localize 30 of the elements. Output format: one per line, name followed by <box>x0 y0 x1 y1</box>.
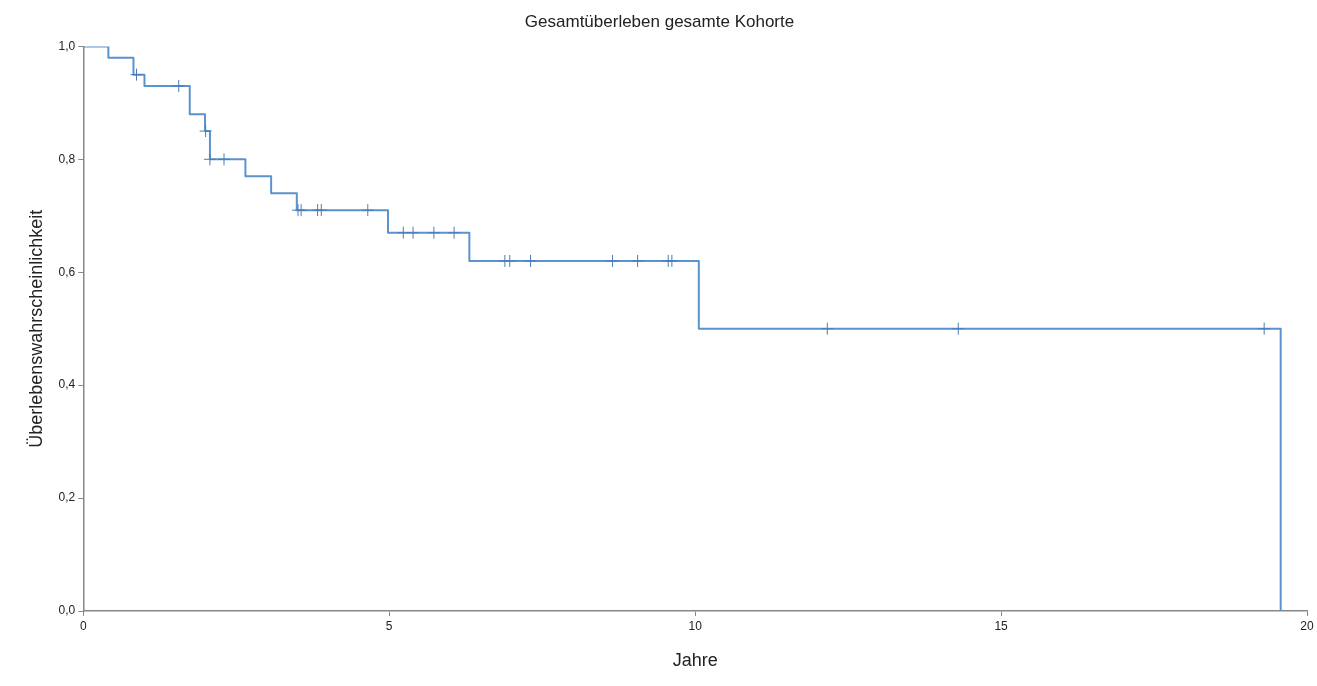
y-axis-title: Überlebenswahrscheinlichkeit <box>25 209 46 448</box>
x-tick-label: 15 <box>994 618 1009 633</box>
point <box>447 226 461 240</box>
point <box>199 124 213 138</box>
point <box>203 152 217 166</box>
point <box>631 254 645 268</box>
point <box>217 152 231 166</box>
x-tick-label: 20 <box>1300 618 1314 633</box>
point <box>951 322 965 336</box>
y-tick-label: 0,4 <box>58 377 76 392</box>
x-axis-title: Jahre <box>672 650 718 671</box>
point <box>427 226 441 240</box>
point <box>406 226 420 240</box>
point <box>361 203 375 217</box>
point <box>172 79 186 93</box>
y-tick-label: 0,0 <box>58 603 76 618</box>
chart-title: Gesamtüberleben gesamte Kohorte <box>524 11 795 31</box>
point <box>130 68 144 82</box>
y-tick-label: 0,8 <box>58 151 76 166</box>
point <box>606 254 620 268</box>
x-tick-label: 0 <box>79 618 87 633</box>
point <box>820 322 834 336</box>
point <box>396 226 410 240</box>
x-tick-label: 10 <box>688 618 703 633</box>
point <box>524 254 538 268</box>
y-tick-label: 1,0 <box>58 38 76 53</box>
y-tick-label: 0,6 <box>58 264 76 279</box>
y-tick-label: 0,2 <box>58 490 76 505</box>
x-tick-label: 5 <box>385 618 393 633</box>
point <box>1257 322 1271 336</box>
